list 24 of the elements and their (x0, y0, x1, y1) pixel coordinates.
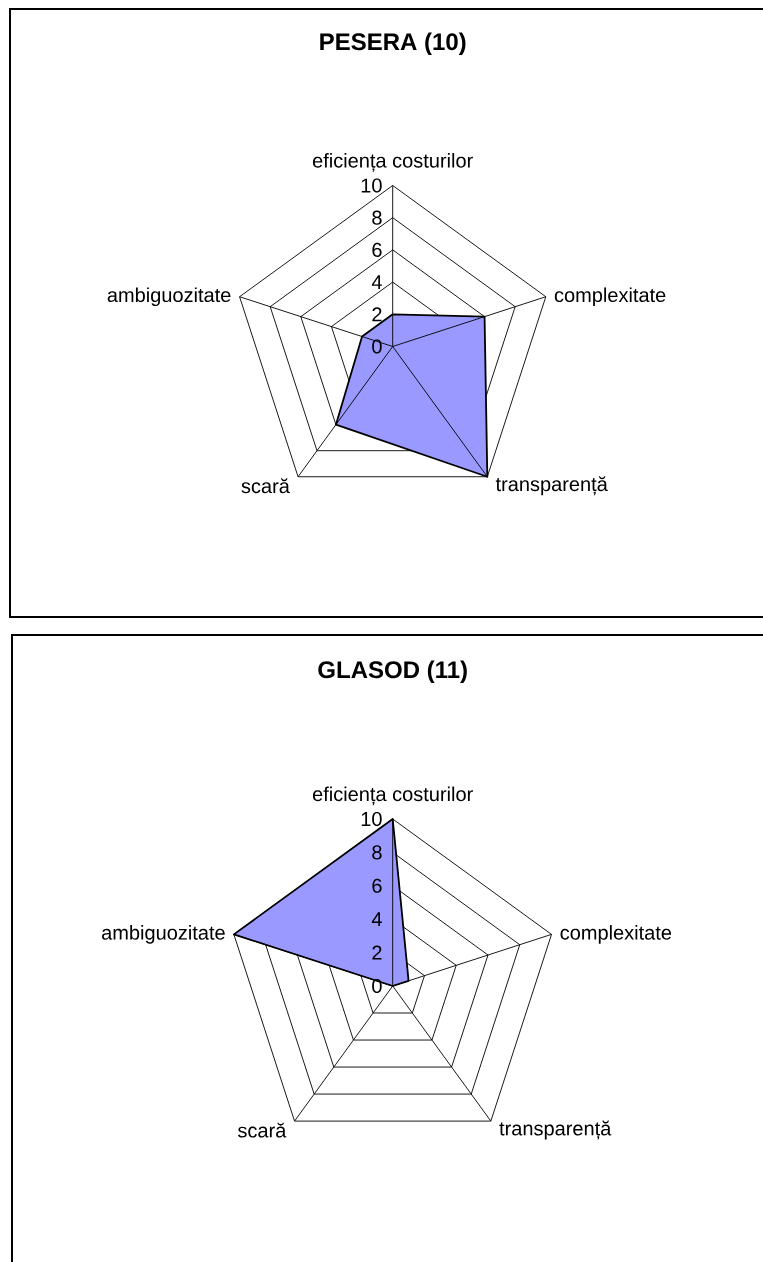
y-tick-label: 6 (372, 242, 382, 257)
y-tick-label: 6 (372, 878, 382, 893)
spoke-label: ambiguozitate (102, 925, 225, 944)
spoke-label: complexitate (560, 925, 672, 944)
y-tick-label: 0 (372, 978, 382, 994)
y-tick-label: 4 (371, 912, 382, 927)
spoke-label: transparență (495, 476, 608, 496)
spoke-label: transparență (499, 1120, 612, 1140)
spoke-label: eficiența costurilor (312, 786, 473, 806)
spoke-label: eficiența costurilor (312, 153, 473, 172)
y-tick-label: 8 (372, 210, 382, 225)
y-tick-label: 2 (372, 945, 382, 960)
spoke-label: scară (237, 1122, 287, 1138)
y-tick-label: 0 (372, 339, 382, 354)
spoke-label: ambiguozitate (107, 287, 231, 307)
y-tick-label: 4 (371, 275, 382, 289)
y-tick-label: 10 (361, 811, 382, 827)
spoke-label: complexitate (554, 287, 666, 307)
y-tick-label: 10 (361, 178, 382, 193)
spoke-label: scară (241, 478, 290, 494)
y-tick-label: 8 (372, 845, 382, 860)
chart-title: PESERA (10) (320, 32, 466, 55)
chart-title: GLASOD (11) (318, 660, 467, 683)
y-tick-label: 2 (372, 307, 382, 322)
